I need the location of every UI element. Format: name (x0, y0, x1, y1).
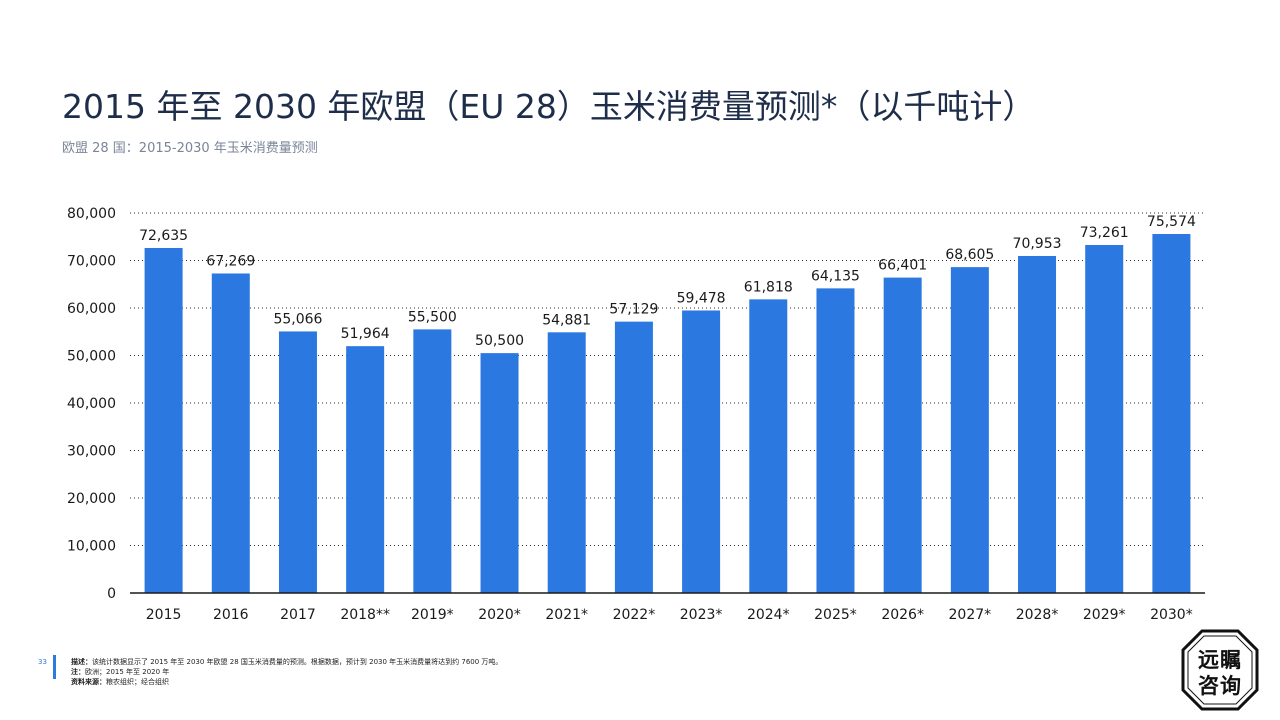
bar-value-label: 67,269 (206, 253, 255, 269)
x-tick-label: 2019* (411, 607, 454, 623)
y-tick-label: 40,000 (67, 396, 116, 412)
y-tick-label: 10,000 (67, 539, 116, 555)
footer-source: 资料来源：粮农组织；经合组织 (71, 677, 502, 687)
bar (883, 277, 922, 593)
bar (211, 273, 250, 593)
x-tick-label: 2027* (949, 607, 992, 623)
bar-value-label: 64,135 (811, 268, 860, 284)
x-tick-label: 2028* (1016, 607, 1059, 623)
footer-accent-bar (53, 655, 56, 679)
bar (346, 346, 385, 593)
bar (1152, 234, 1191, 593)
bar (614, 321, 653, 593)
bar-value-label: 57,129 (609, 302, 658, 318)
footer-notes: 描述：该统计数据显示了 2015 年至 2030 年欧盟 28 国玉米消费量的预… (71, 657, 502, 687)
note-label: 注： (71, 668, 85, 676)
y-tick-label: 70,000 (67, 254, 116, 270)
page-number: 33 (38, 658, 47, 666)
x-tick-label: 2016 (213, 607, 249, 623)
y-tick-label: 30,000 (67, 444, 116, 460)
x-tick-label: 2022* (613, 607, 656, 623)
x-tick-label: 2029* (1083, 607, 1126, 623)
description-label: 描述： (71, 658, 92, 666)
bar-value-label: 68,605 (945, 247, 994, 263)
x-tick-label: 2020* (478, 607, 521, 623)
bar-value-label: 55,066 (273, 311, 322, 327)
x-tick-label: 2025* (814, 607, 857, 623)
page-subtitle: 欧盟 28 国：2015-2030 年玉米消费量预测 (62, 141, 318, 156)
x-tick-label: 2018** (340, 607, 390, 623)
bar (950, 267, 989, 593)
company-logo: 远瞩 咨询 (1180, 628, 1260, 712)
y-tick-label: 80,000 (67, 206, 116, 222)
bar (480, 353, 519, 593)
source-label: 资料来源： (71, 678, 106, 686)
x-tick-label: 2023* (680, 607, 723, 623)
bar-value-label: 75,574 (1147, 214, 1196, 230)
x-tick-label: 2026* (881, 607, 924, 623)
x-tick-label: 2024* (747, 607, 790, 623)
bar (1018, 255, 1057, 593)
bar (749, 299, 788, 593)
description-text: 该统计数据显示了 2015 年至 2030 年欧盟 28 国玉米消费量的预测。根… (92, 658, 503, 666)
x-tick-label: 2030* (1150, 607, 1193, 623)
bar-value-label: 73,261 (1080, 225, 1129, 241)
footer-note: 注：欧洲；2015 年至 2020 年 (71, 667, 502, 677)
bar-value-label: 59,478 (677, 290, 726, 306)
bar-chart: 0 10,000 20,000 30,000 40,000 50,000 60,000 70,… (67, 206, 1205, 623)
bar (144, 247, 183, 593)
bar (816, 288, 855, 593)
y-tick-label: 20,000 (67, 491, 116, 507)
bar (682, 310, 721, 593)
bar-value-label: 50,500 (475, 333, 524, 349)
x-tick-label: 2021* (545, 607, 588, 623)
x-tick-label: 2017 (280, 607, 316, 623)
bar-value-label: 72,635 (139, 228, 188, 244)
y-tick-label: 60,000 (67, 301, 116, 317)
bar-value-label: 54,881 (542, 312, 591, 328)
y-tick-label: 0 (107, 586, 116, 602)
bar (1085, 245, 1124, 593)
bar-value-label: 51,964 (341, 326, 390, 342)
bar-value-label: 70,953 (1013, 236, 1062, 252)
bar (413, 329, 452, 593)
bar (278, 331, 317, 593)
page-title: 2015 年至 2030 年欧盟（EU 28）玉米消费量预测*（以千吨计） (62, 87, 1036, 126)
note-text: 欧洲；2015 年至 2020 年 (85, 668, 170, 676)
bar-value-label: 55,500 (408, 309, 457, 325)
bar-value-label: 61,818 (744, 279, 793, 295)
logo-octagon-icon (1181, 629, 1259, 711)
logo-line2: 咨询 (1198, 674, 1242, 698)
bar (547, 332, 586, 593)
logo-line1: 远瞩 (1198, 648, 1242, 672)
bar-value-label: 66,401 (878, 258, 927, 274)
footer-description: 描述：该统计数据显示了 2015 年至 2030 年欧盟 28 国玉米消费量的预… (71, 657, 502, 667)
y-tick-label: 50,000 (67, 349, 116, 365)
x-tick-label: 2015 (146, 607, 182, 623)
source-text: 粮农组织；经合组织 (106, 678, 169, 686)
